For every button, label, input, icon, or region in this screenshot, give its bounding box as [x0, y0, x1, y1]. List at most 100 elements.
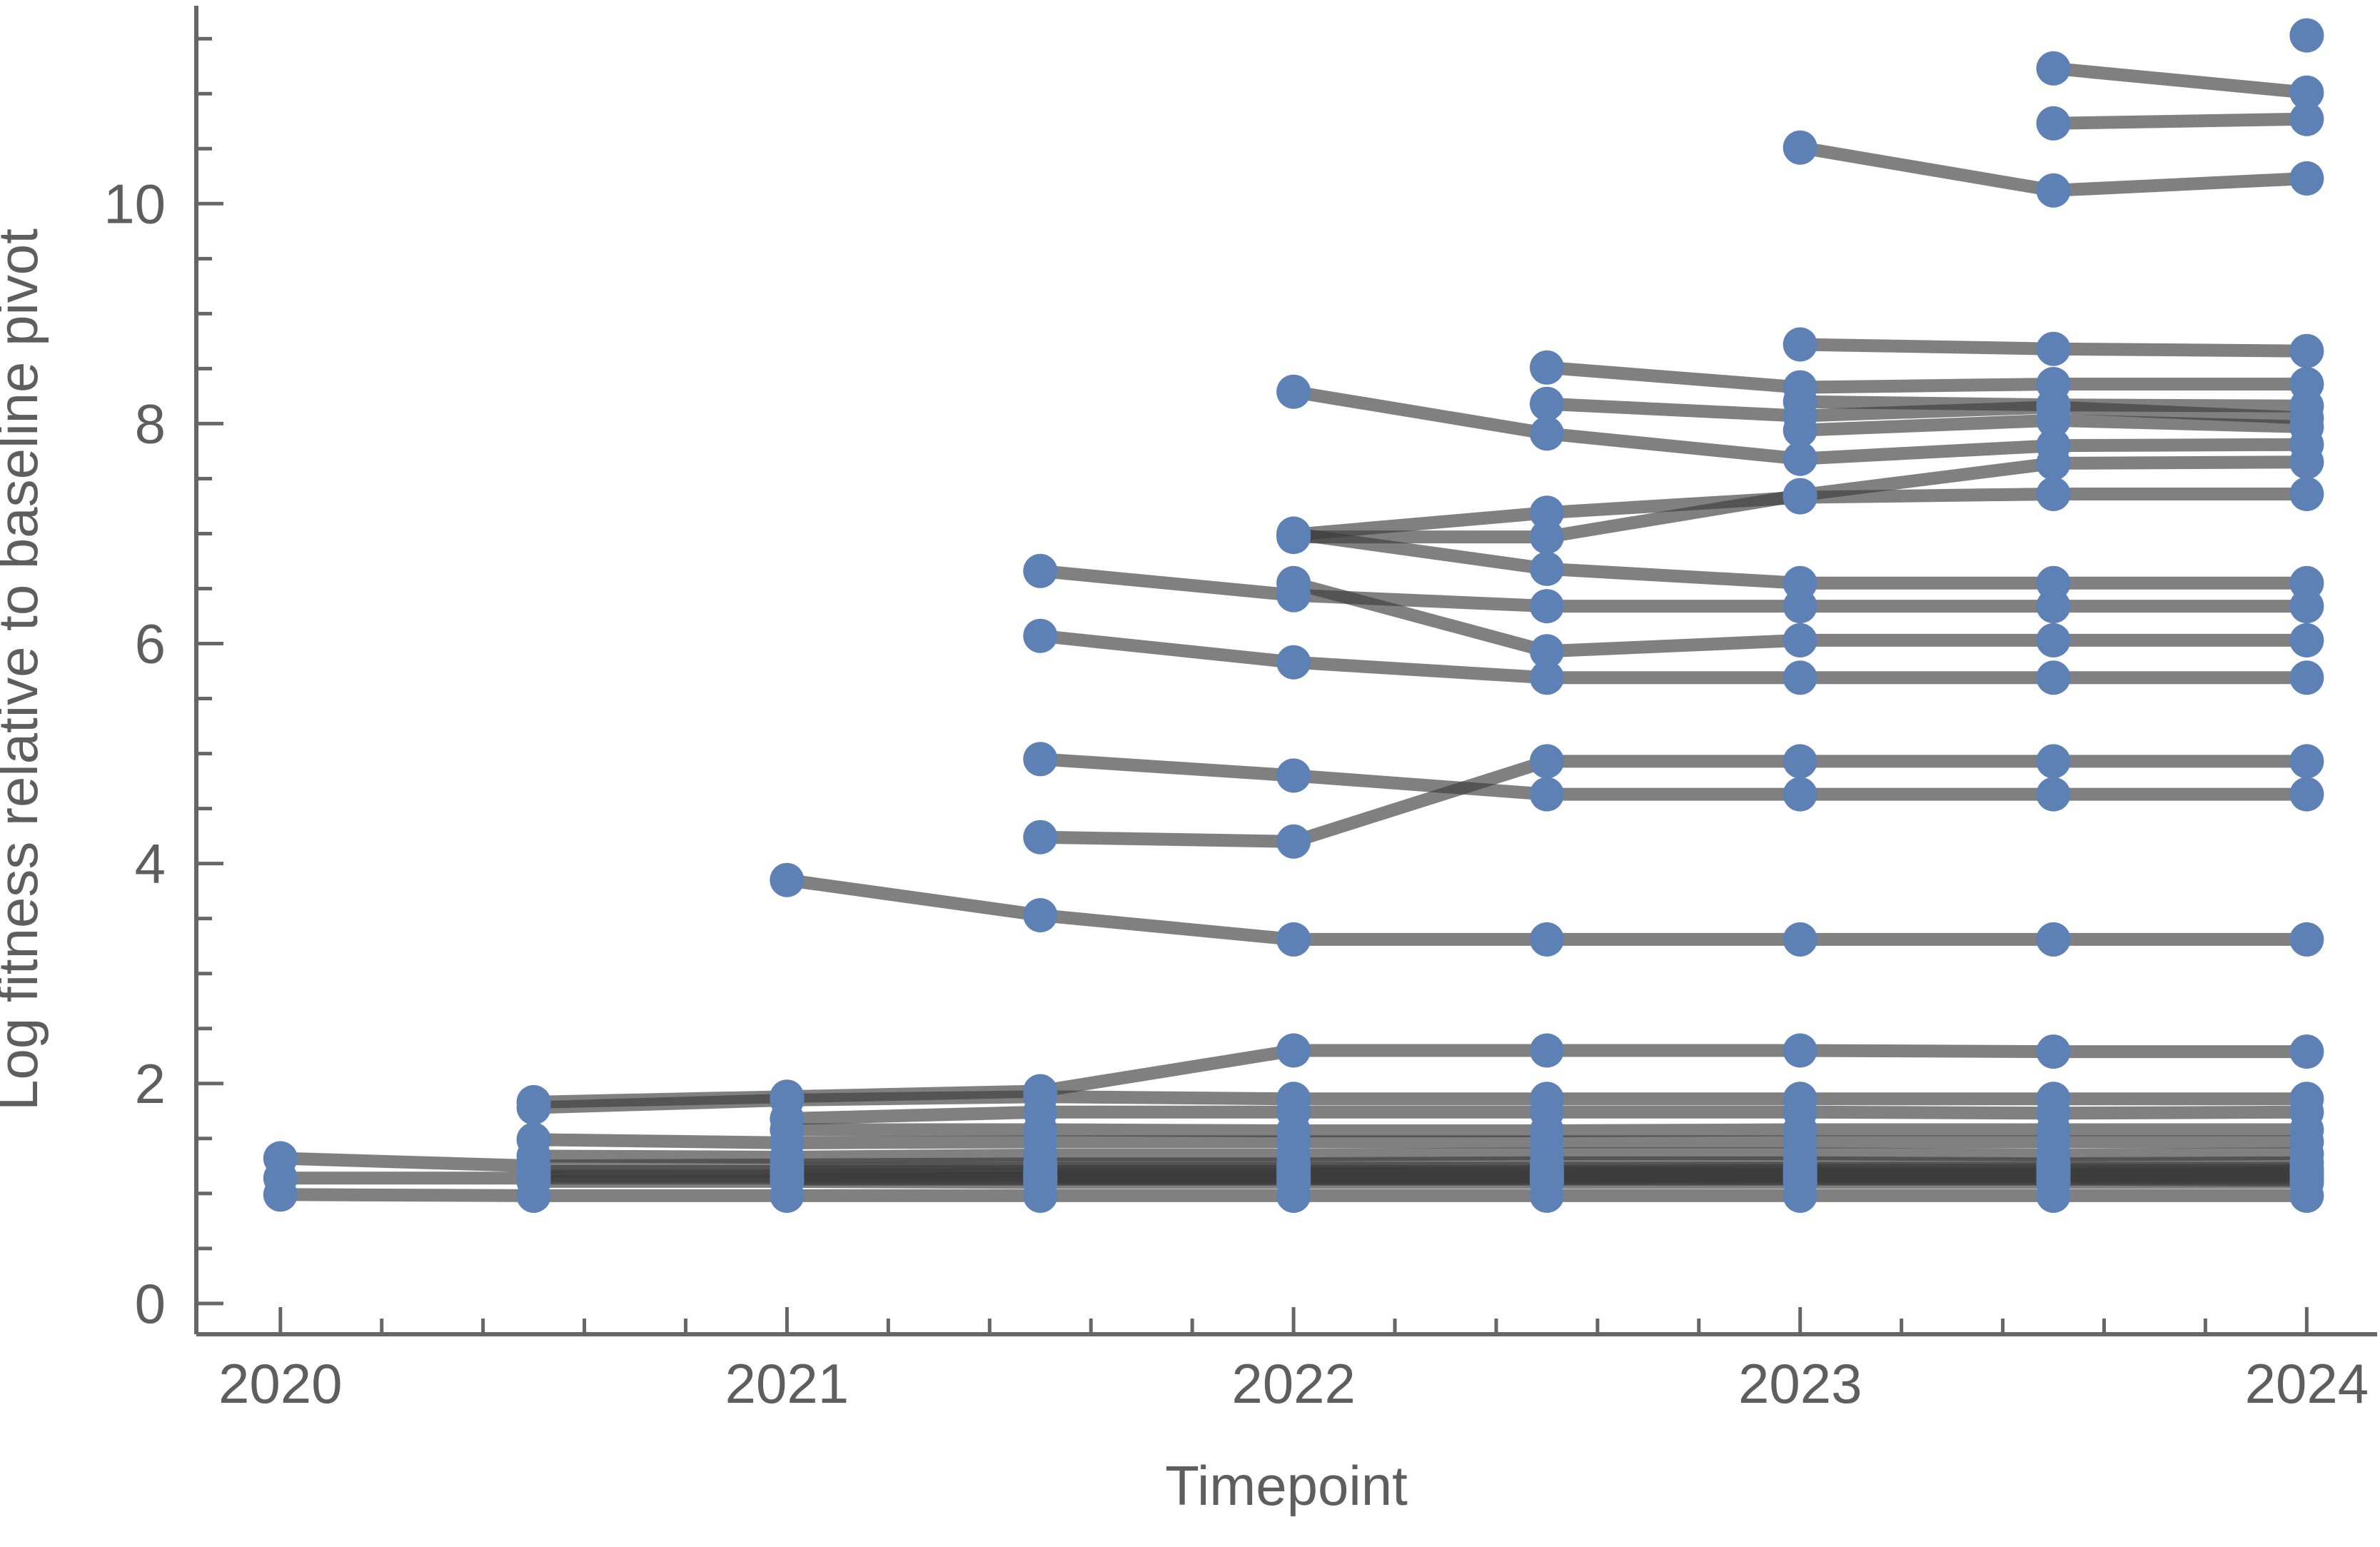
axes: 0 2 4 6 8 10 2020 2021 2022 2023 2024: [104, 6, 2377, 1415]
trajectory-17-point: [2036, 777, 2071, 812]
trajectory-14-point: [2036, 589, 2071, 624]
y-tick-label: 2: [135, 1052, 166, 1115]
x-axis-title: Timepoint: [1165, 1454, 1408, 1517]
trajectory-17-point: [1023, 742, 1058, 777]
x-tick-label: 2024: [2245, 1352, 2369, 1415]
trajectory-14-point: [1783, 589, 1817, 624]
trajectory-2-line: [2047, 61, 2314, 99]
y-tick-label: 10: [104, 172, 166, 235]
trajectory-18-point: [1023, 820, 1058, 855]
trajectory-8-line: [1540, 397, 2314, 425]
trajectory-11-point: [2036, 445, 2071, 480]
trajectory-35-point: [770, 1178, 805, 1213]
trajectory-14-line: [1034, 564, 2314, 613]
trajectory-35-point: [1783, 1178, 1817, 1213]
trajectory-19-point: [770, 862, 805, 897]
trajectory-20-point: [1783, 1033, 1817, 1068]
trajectory-6-point: [1529, 350, 1564, 385]
trajectory-18-line: [1034, 755, 2314, 848]
trajectory-25-line: [527, 1147, 2314, 1164]
trajectory-13-point: [1276, 516, 1311, 551]
trajectory-20-point: [2289, 1034, 2324, 1069]
trajectory-35-point: [263, 1177, 298, 1212]
trajectory-20-point: [1276, 1033, 1311, 1068]
trajectory-35-point: [2036, 1178, 2071, 1213]
x-tick-label: 2020: [218, 1352, 343, 1415]
series-lines: [273, 61, 2314, 1202]
trajectory-24-line: [527, 1133, 2314, 1149]
trajectory-12-point: [2036, 477, 2071, 511]
x-tick-label: 2022: [1231, 1352, 1356, 1415]
trajectory-3-line: [2047, 112, 2314, 130]
trajectory-4-point: [2036, 173, 2071, 208]
trajectory-15-point: [1529, 634, 1564, 669]
trajectory-18-point: [2289, 744, 2324, 779]
x-tick-label: 2021: [725, 1352, 849, 1415]
trajectory-5-point: [2036, 331, 2071, 366]
trajectory-20-point: [1529, 1033, 1564, 1068]
trajectory-17-point: [2289, 777, 2324, 812]
trajectory-4-point: [2289, 161, 2324, 196]
trajectory-17-line: [1034, 752, 2314, 801]
trajectory-16-point: [2289, 660, 2324, 695]
trajectory-15-point: [1276, 565, 1311, 600]
trajectory-18-point: [1276, 824, 1311, 859]
series-points: [263, 18, 2324, 1213]
trajectory-16-line: [1034, 629, 2314, 685]
trajectory-3-point: [2036, 106, 2071, 141]
trajectory-19-point: [2036, 922, 2071, 957]
trajectory-14-point: [1023, 553, 1058, 588]
trajectory-14-point: [2289, 589, 2324, 624]
trajectory-32-point: [770, 1152, 805, 1186]
trajectory-19-point: [1023, 898, 1058, 932]
x-tick-label: 2023: [1738, 1352, 1862, 1415]
trajectory-16-point: [1529, 660, 1564, 695]
y-tick-label: 0: [135, 1272, 166, 1335]
trajectory-17-point: [1783, 777, 1817, 812]
trajectory-14-point: [1529, 589, 1564, 624]
trajectory-1-point: [2289, 18, 2324, 53]
trajectory-18-point: [2036, 744, 2071, 779]
trajectory-11-point: [1529, 520, 1564, 555]
trajectory-8-point: [1529, 386, 1564, 421]
trajectory-4-point: [1783, 130, 1817, 165]
trajectory-20-point: [2036, 1034, 2071, 1069]
trajectory-2-point: [2289, 75, 2324, 110]
trajectory-19-point: [1276, 922, 1311, 957]
trajectory-35-point: [516, 1178, 551, 1213]
trajectory-35-point: [1276, 1178, 1311, 1213]
trajectory-35-point: [2289, 1178, 2324, 1213]
trajectory-19-point: [2289, 922, 2324, 957]
trajectory-15-point: [1783, 623, 1817, 657]
trajectory-3-point: [2289, 101, 2324, 136]
trajectory-18-point: [1529, 744, 1564, 779]
trajectory-21-line: [527, 1090, 2314, 1114]
trajectory-2-point: [2036, 51, 2071, 86]
trajectory-17-point: [1276, 758, 1311, 793]
trajectory-18-point: [1783, 744, 1817, 779]
trajectory-10-point: [1783, 441, 1817, 476]
trajectory-21-point: [516, 1090, 551, 1125]
trajectory-16-point: [1276, 645, 1311, 680]
trajectory-15-point: [2289, 623, 2324, 657]
trajectory-10-point: [1276, 374, 1311, 409]
trajectory-19-point: [1783, 922, 1817, 957]
trajectory-12-point: [2289, 477, 2324, 511]
trajectory-16-point: [1023, 618, 1058, 653]
trajectory-12-point: [1529, 495, 1564, 530]
trajectory-6-line: [1540, 361, 2314, 394]
trajectory-16-point: [2036, 660, 2071, 695]
trajectory-5-point: [2289, 333, 2324, 368]
trajectory-17-point: [1529, 777, 1564, 812]
trajectory-16-point: [1783, 660, 1817, 695]
trajectory-5-point: [1783, 327, 1817, 362]
trajectory-19-point: [1529, 922, 1564, 957]
trajectory-10-point: [1529, 416, 1564, 451]
y-axis-title: Log fitness relative to baseline pivot: [0, 228, 49, 1111]
trajectory-15-point: [2036, 623, 2071, 657]
trajectory-9-point: [1783, 413, 1817, 448]
y-tick-label: 4: [135, 832, 166, 895]
y-tick-label: 8: [135, 392, 166, 455]
